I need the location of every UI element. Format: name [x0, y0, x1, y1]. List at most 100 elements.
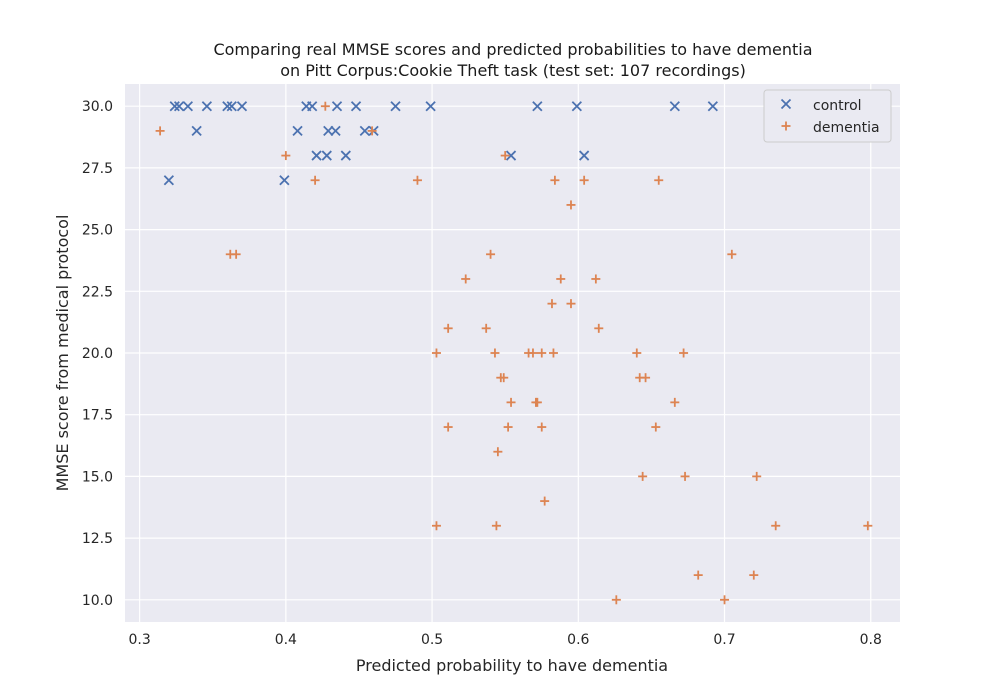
data-point-control — [311, 150, 322, 161]
data-point-dementia — [367, 126, 377, 136]
y-tick-label: 10.0 — [82, 593, 113, 609]
data-point-control — [532, 101, 543, 112]
x-tick-label: 0.3 — [128, 632, 150, 648]
data-point-control — [579, 150, 590, 161]
data-point-dementia — [550, 175, 560, 185]
data-point-control — [226, 101, 237, 112]
x-tick-label: 0.8 — [860, 632, 882, 648]
data-point-control — [236, 101, 248, 112]
data-point-control — [321, 150, 332, 161]
data-point-dementia — [493, 447, 503, 457]
grid-lines — [125, 84, 900, 622]
chart-title: Comparing real MMSE scores and predicted… — [213, 40, 812, 59]
data-point-dementia — [490, 348, 500, 358]
y-tick-label: 17.5 — [82, 408, 113, 424]
data-point-control — [505, 150, 517, 161]
data-point-dementia — [443, 422, 453, 432]
x-tick-label: 0.4 — [275, 632, 297, 648]
legend-marker-control — [780, 98, 792, 110]
data-point-dementia — [579, 175, 589, 185]
data-point-dementia — [412, 175, 422, 185]
data-point-dementia — [506, 397, 516, 407]
data-point-control — [173, 101, 185, 112]
data-point-control — [350, 101, 362, 112]
legend: control dementia — [763, 89, 892, 143]
x-tick-label: 0.5 — [421, 632, 443, 648]
data-point-control — [330, 125, 341, 137]
data-point-dementia — [486, 249, 496, 259]
y-axis-ticks: 10.0 12.5 15.0 17.5 20.0 22.5 25.0 27.5 30.0 — [82, 99, 113, 609]
data-point-dementia — [632, 348, 642, 358]
x-tick-label: 0.7 — [713, 632, 735, 648]
data-point-dementia — [481, 323, 491, 333]
y-tick-label: 12.5 — [82, 531, 113, 547]
data-point-dementia — [431, 521, 441, 531]
legend-marker-x — [780, 98, 792, 110]
data-point-control — [163, 175, 175, 186]
data-point-dementia — [752, 471, 762, 481]
data-point-control — [425, 101, 436, 112]
data-point-dementia — [537, 422, 547, 432]
data-point-dementia — [532, 397, 542, 407]
y-axis-label: MMSE score from medical protocol — [53, 215, 72, 492]
data-point-dementia — [548, 348, 558, 358]
data-point-dementia — [503, 422, 513, 432]
data-point-dementia — [537, 348, 547, 358]
chart-subtitle: on Pitt Corpus:Cookie Theft task (test s… — [280, 61, 746, 80]
data-point-control — [390, 101, 401, 112]
y-tick-label: 20.0 — [82, 346, 113, 362]
data-point-dementia — [771, 521, 781, 531]
data-point-dementia — [310, 175, 320, 185]
data-point-dementia — [281, 151, 291, 161]
data-point-dementia — [727, 249, 737, 259]
data-point-dementia — [863, 521, 873, 531]
data-point-dementia — [749, 570, 759, 580]
data-point-dementia — [443, 323, 453, 333]
data-point-dementia — [591, 274, 601, 284]
data-point-dementia — [720, 595, 730, 605]
legend-marker-plus — [781, 121, 791, 131]
y-tick-label: 15.0 — [82, 469, 113, 485]
data-point-control — [707, 101, 718, 112]
x-tick-label: 0.6 — [567, 632, 589, 648]
data-point-control — [201, 101, 213, 112]
data-point-dementia — [693, 570, 703, 580]
data-point-dementia — [231, 249, 241, 259]
data-point-dementia — [680, 471, 690, 481]
data-point-control — [331, 101, 343, 112]
data-point-control — [279, 175, 290, 186]
y-tick-label: 22.5 — [82, 284, 113, 300]
data-point-control — [222, 101, 233, 112]
y-tick-label: 27.5 — [82, 161, 113, 177]
data-point-dementia — [641, 373, 651, 383]
data-point-dementia — [670, 397, 680, 407]
data-point-control — [571, 101, 582, 112]
legend-label-dementia: dementia — [813, 120, 880, 136]
data-point-control — [169, 101, 180, 112]
legend-box — [763, 89, 892, 143]
data-point-dementia — [594, 323, 604, 333]
data-point-dementia — [611, 595, 621, 605]
legend-marker-dementia — [781, 121, 791, 131]
data-point-dementia — [547, 299, 557, 309]
data-point-control — [191, 125, 202, 137]
data-point-dementia — [679, 348, 689, 358]
data-point-dementia — [431, 348, 441, 358]
x-axis-label: Predicted probability to have dementia — [356, 656, 668, 675]
data-point-dementia — [540, 496, 550, 506]
data-points — [155, 101, 873, 605]
data-point-control — [292, 125, 303, 137]
data-point-control — [340, 150, 351, 161]
data-point-dementia — [499, 373, 509, 383]
data-point-control — [669, 101, 680, 112]
data-point-control — [307, 101, 318, 112]
data-point-dementia — [491, 521, 501, 531]
y-tick-label: 25.0 — [82, 223, 113, 239]
data-point-control — [182, 101, 194, 112]
data-point-dementia — [155, 126, 165, 136]
x-axis-ticks: 0.3 0.4 0.5 0.6 0.7 0.8 — [128, 632, 881, 648]
data-point-dementia — [556, 274, 566, 284]
data-point-dementia — [651, 422, 661, 432]
data-point-dementia — [566, 200, 576, 210]
